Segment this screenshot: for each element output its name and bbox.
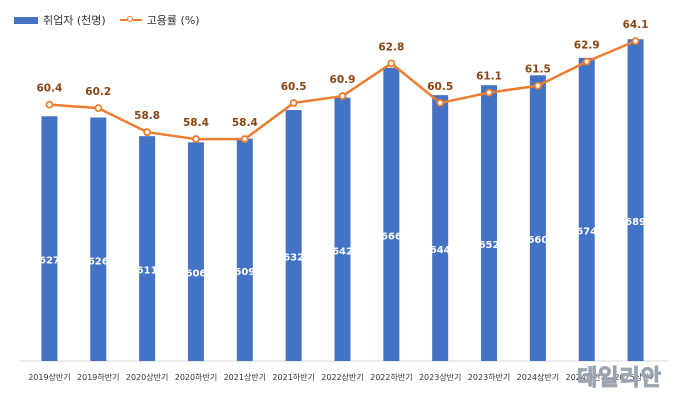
line-point	[631, 37, 640, 45]
watermark-logo: 데일리안	[577, 366, 662, 392]
bar-value-label: 611	[137, 266, 158, 277]
line-point	[94, 104, 103, 112]
legend: 취업자 (천명) 고용률 (%)	[14, 12, 200, 28]
line-value-label: 58.4	[232, 117, 258, 129]
bar-value-label: 609	[234, 267, 255, 278]
bar-value-label: 642	[332, 246, 353, 257]
x-tick-label: 2025상반기	[614, 372, 656, 382]
line-labels-group: 60.4 60.2 58.8 58.4 58.4 60.5 60.9 62.8 60.5 61.1…	[36, 19, 648, 129]
line-value-label: 64.1	[623, 19, 649, 31]
x-tick-label: 2020상반기	[126, 372, 168, 382]
line-point	[338, 92, 347, 100]
x-tick-label: 2022상반기	[321, 372, 363, 382]
bar-value-label: 689	[625, 217, 646, 228]
line-point	[387, 59, 396, 68]
bar	[139, 136, 156, 361]
line-point	[289, 99, 298, 107]
line-value-label: 61.1	[476, 71, 502, 83]
bar	[187, 142, 204, 361]
line-value-label: 60.5	[427, 81, 453, 93]
line-value-label: 60.5	[281, 81, 307, 93]
line-point	[143, 128, 152, 137]
bar-value-label: 660	[527, 235, 548, 246]
bar	[432, 95, 449, 362]
line-point	[436, 99, 445, 107]
bar-swatch-icon	[14, 16, 38, 24]
line-value-label: 60.9	[330, 74, 356, 86]
bar-labels-group: 627 626 611 606 609 632 642 666 644 652 660 674 689	[39, 217, 646, 280]
line-value-label: 58.4	[183, 117, 209, 129]
bars-group	[41, 39, 644, 362]
line-group	[45, 37, 640, 143]
bar	[627, 39, 644, 361]
bar	[41, 116, 58, 361]
bar	[383, 67, 400, 362]
line-value-label: 62.8	[378, 41, 404, 53]
x-tick-label: 2021상반기	[224, 372, 266, 382]
line-point	[582, 57, 591, 66]
bar	[578, 57, 595, 361]
bar-value-label: 632	[283, 253, 304, 264]
line-point	[45, 100, 54, 109]
x-ticks-group: 2019상반기 2019하반기 2020상반기 2020하반기 2021상반기 2021하…	[28, 372, 657, 382]
bar-value-label: 674	[576, 226, 597, 237]
x-tick-label: 2020하반기	[175, 372, 217, 382]
bar-value-label: 644	[430, 245, 451, 256]
line-value-label: 61.5	[525, 64, 551, 76]
line-point	[240, 135, 249, 143]
bar	[481, 85, 498, 361]
x-tick-label: 2024하반기	[566, 372, 608, 382]
bar-value-label: 652	[479, 240, 500, 251]
x-tick-label: 2023하반기	[468, 372, 510, 382]
x-tick-label: 2024상반기	[517, 372, 559, 382]
bar-value-label: 627	[39, 256, 60, 267]
bar-value-label: 666	[381, 231, 402, 242]
bar-value-label: 626	[88, 256, 109, 267]
legend-item-employed: 취업자 (천명)	[14, 12, 106, 28]
legend-item-employment-rate: 고용률 (%)	[119, 12, 200, 28]
line-swatch-icon	[119, 16, 142, 22]
legend-label-employment-rate: 고용률 (%)	[146, 14, 200, 27]
x-tick-label: 2022하반기	[370, 372, 412, 382]
bar	[529, 75, 546, 362]
line-value-label: 60.2	[85, 86, 111, 98]
line-point	[485, 88, 493, 97]
x-tick-label: 2019상반기	[28, 372, 70, 382]
bar	[334, 97, 351, 361]
bar	[285, 110, 302, 361]
bar	[236, 138, 253, 361]
x-tick-label: 2023상반기	[419, 372, 461, 382]
line-value-label: 62.9	[574, 40, 600, 52]
line-point	[533, 81, 542, 90]
legend-label-employed: 취업자 (천명)	[43, 14, 106, 27]
line-value-label: 60.4	[36, 83, 62, 95]
bar	[90, 117, 107, 361]
line-point	[192, 135, 200, 143]
line-value-label: 58.8	[134, 110, 160, 122]
bar-value-label: 606	[186, 269, 207, 280]
x-tick-label: 2021하반기	[272, 372, 314, 382]
x-tick-label: 2019하반기	[77, 372, 119, 382]
